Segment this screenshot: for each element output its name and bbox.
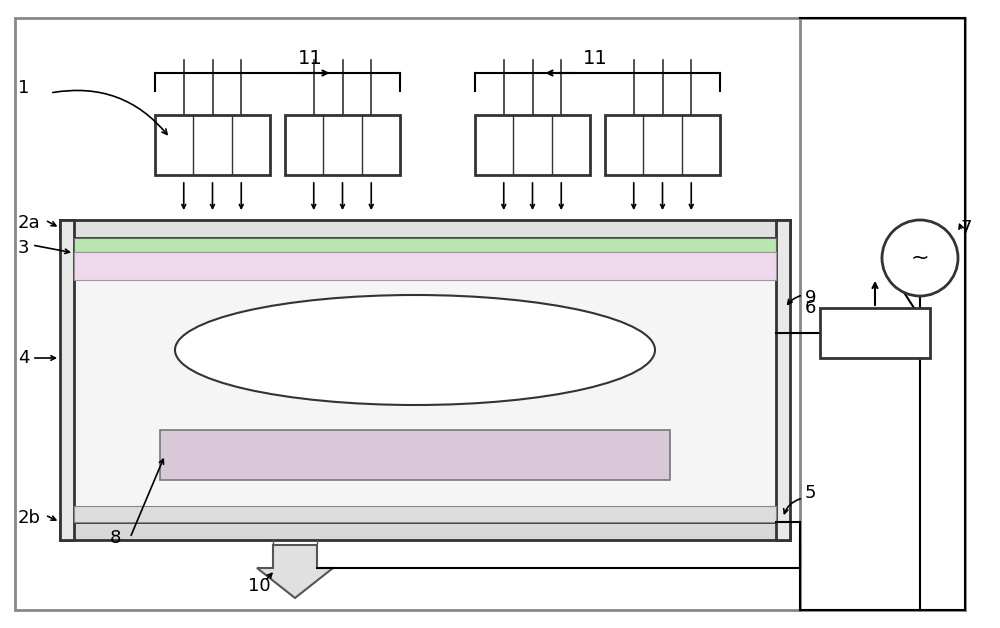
Bar — [74, 238, 776, 252]
Bar — [60, 220, 790, 238]
Bar — [155, 115, 270, 175]
Text: 1: 1 — [18, 79, 29, 97]
Bar — [776, 220, 790, 540]
Text: 6: 6 — [805, 299, 816, 317]
Text: 2a: 2a — [18, 214, 41, 232]
Bar — [60, 522, 790, 540]
Bar — [60, 220, 74, 540]
Text: 3: 3 — [18, 239, 30, 257]
Bar — [285, 115, 400, 175]
Polygon shape — [257, 545, 333, 598]
Text: 9: 9 — [805, 289, 816, 307]
Bar — [475, 115, 590, 175]
Bar — [820, 308, 930, 358]
Text: 2b: 2b — [18, 509, 41, 527]
Text: 11: 11 — [582, 48, 607, 67]
Text: ~: ~ — [911, 248, 929, 268]
Bar — [160, 430, 670, 480]
Ellipse shape — [175, 295, 655, 405]
Circle shape — [882, 220, 958, 296]
Bar — [74, 238, 776, 522]
Text: 10: 10 — [248, 577, 271, 595]
Bar — [74, 252, 776, 280]
Bar — [605, 115, 720, 175]
Bar — [74, 506, 776, 522]
Text: 11: 11 — [298, 48, 322, 67]
Text: 4: 4 — [18, 349, 30, 367]
Text: 8: 8 — [110, 529, 121, 547]
Text: 5: 5 — [805, 484, 816, 502]
Text: 7: 7 — [960, 219, 972, 237]
